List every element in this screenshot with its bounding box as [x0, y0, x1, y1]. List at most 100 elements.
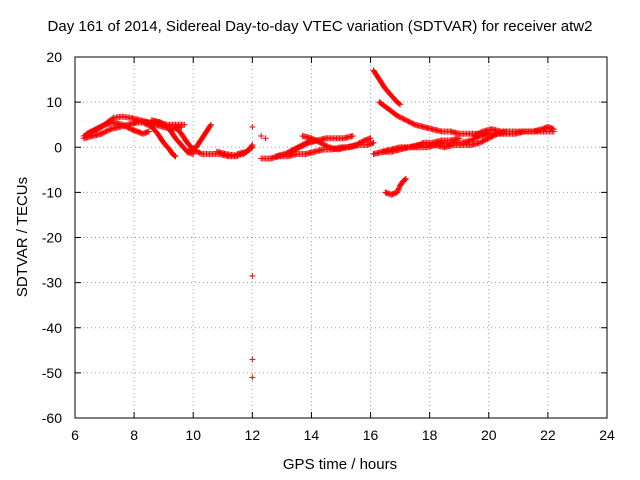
data-point: [249, 123, 256, 130]
data-point: [550, 126, 557, 133]
data-point: [101, 129, 108, 136]
data-point: [419, 140, 426, 147]
x-tick-label: 18: [422, 427, 438, 443]
data-point: [394, 188, 401, 195]
data-point: [478, 139, 485, 146]
data-point: [196, 149, 203, 156]
x-tick-label: 10: [185, 427, 201, 443]
x-tick-label: 12: [245, 427, 261, 443]
data-point: [355, 140, 362, 147]
data-point: [125, 124, 132, 131]
data-point: [410, 121, 417, 128]
data-point: [483, 136, 490, 143]
data-point: [418, 141, 425, 148]
data-point: [106, 126, 113, 133]
data-point: [99, 122, 106, 129]
data-point: [296, 144, 303, 151]
data-point: [87, 128, 94, 135]
data-point: [249, 374, 256, 381]
data-point: [356, 140, 363, 147]
data-point: [316, 139, 323, 146]
data-point: [297, 143, 304, 150]
data-point: [283, 150, 290, 157]
data-point: [299, 142, 306, 149]
data-point: [93, 125, 100, 132]
data-point: [300, 142, 307, 149]
y-tick-label: 0: [54, 139, 62, 155]
data-point: [186, 147, 193, 154]
data-point: [123, 123, 130, 130]
data-point: [262, 135, 269, 142]
data-point: [197, 150, 204, 157]
data-point: [409, 120, 416, 127]
data-point: [314, 138, 321, 145]
data-point: [100, 122, 107, 129]
data-point: [249, 144, 256, 151]
data-point: [310, 136, 317, 143]
data-point: [287, 148, 294, 155]
data-point: [195, 149, 202, 156]
data-point: [145, 122, 152, 129]
data-point: [309, 135, 316, 142]
data-point: [120, 122, 127, 129]
data-point: [403, 117, 410, 124]
x-tick-label: 14: [304, 427, 320, 443]
data-point: [292, 146, 299, 153]
data-point: [394, 112, 401, 119]
data-point: [349, 132, 356, 139]
y-tick-label: 20: [46, 49, 62, 65]
data-point: [249, 356, 256, 363]
data-point: [90, 127, 97, 134]
data-point: [395, 186, 402, 193]
data-point: [317, 139, 324, 146]
data-point: [413, 143, 420, 150]
data-point: [96, 124, 103, 131]
data-point: [178, 123, 185, 130]
data-point: [321, 141, 328, 148]
data-point: [357, 139, 364, 146]
x-tick-label: 8: [130, 427, 138, 443]
data-point: [124, 124, 131, 131]
data-point: [86, 129, 93, 136]
data-point: [402, 176, 409, 183]
data-point: [302, 141, 309, 148]
data-point: [397, 114, 404, 121]
data-point: [406, 119, 413, 126]
axis-ticks: 6 8 10 12 14 16 18 20 22 24 20 10 0 -10 -20 -30 -40 -50 -6…: [42, 49, 615, 443]
data-point: [85, 130, 92, 137]
data-point: [258, 132, 265, 139]
data-point: [416, 141, 423, 148]
data-point: [103, 128, 110, 135]
data-point: [404, 117, 411, 124]
data-point: [142, 120, 149, 127]
data-point: [291, 146, 298, 153]
data-point: [395, 113, 402, 120]
data-point: [83, 130, 90, 137]
data-point: [145, 128, 152, 135]
data-point: [396, 113, 403, 120]
data-point: [190, 145, 197, 152]
data-point: [403, 175, 410, 182]
y-tick-label: -50: [42, 365, 62, 381]
x-tick-label: 16: [363, 427, 379, 443]
data-point: [189, 146, 196, 153]
data-point: [185, 148, 192, 155]
data-point: [289, 148, 296, 155]
data-point: [397, 101, 404, 108]
data-point: [394, 189, 401, 196]
y-tick-label: -20: [42, 230, 62, 246]
data-point: [194, 148, 201, 155]
data-point: [119, 121, 126, 128]
data-point: [99, 130, 106, 137]
data-point: [405, 118, 412, 125]
data-point: [301, 141, 308, 148]
data-point: [324, 143, 331, 150]
data-point: [482, 130, 489, 137]
data-point: [143, 121, 150, 128]
data-point: [481, 137, 488, 144]
data-point: [184, 148, 191, 155]
data-point: [294, 145, 301, 152]
data-point: [308, 135, 315, 142]
y-tick-label: -10: [42, 184, 62, 200]
data-point: [171, 152, 178, 159]
